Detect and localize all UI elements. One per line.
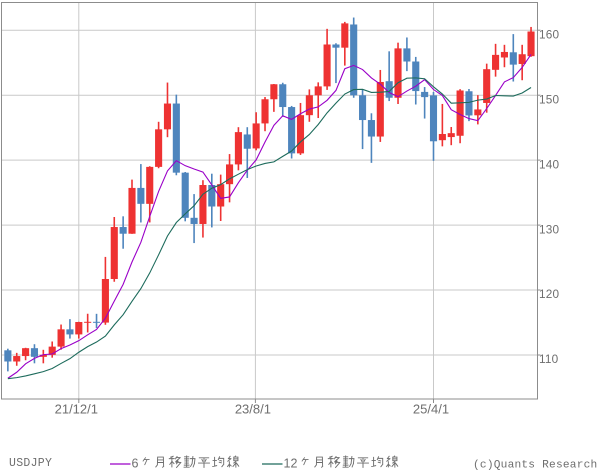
svg-text:6: 6 [132,457,139,471]
svg-text:25/4/1: 25/4/1 [413,402,449,417]
svg-text:12: 12 [284,457,298,471]
svg-text:USDJPY: USDJPY [9,457,52,470]
svg-text:130: 130 [539,222,560,236]
svg-text:120: 120 [539,287,560,301]
svg-text:21/12/1: 21/12/1 [55,402,98,417]
svg-text:140: 140 [539,157,560,171]
svg-text:150: 150 [539,92,560,106]
svg-text:23/8/1: 23/8/1 [235,402,271,417]
svg-text:110: 110 [539,352,559,366]
svg-text:(c)Quants Research: (c)Quants Research [473,460,597,472]
svg-text:160: 160 [539,27,560,41]
